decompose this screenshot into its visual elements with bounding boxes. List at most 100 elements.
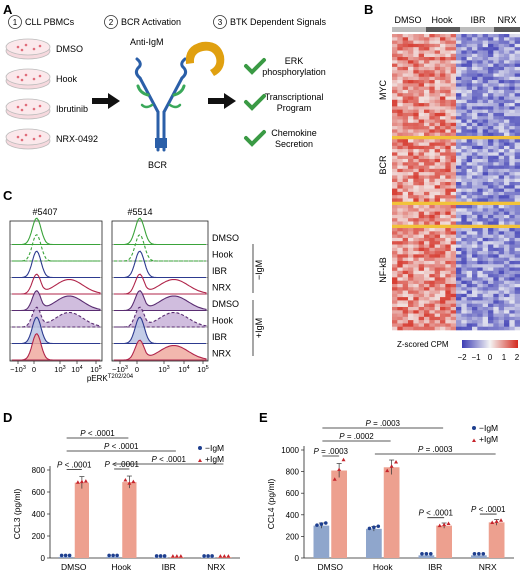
- heatmap-cell: [509, 310, 515, 314]
- heatmap-cell: [408, 283, 414, 288]
- heatmap-cell: [456, 37, 462, 41]
- heatmap-cell: [514, 306, 520, 311]
- p-value-label: P = .0003: [418, 445, 453, 454]
- heatmap-cell: [514, 89, 520, 94]
- heatmap-cell: [418, 274, 425, 278]
- heatmap-cell: [434, 83, 441, 87]
- heatmap-cell: [466, 251, 473, 255]
- heatmap-cell: [477, 195, 483, 199]
- heatmap-cell: [509, 228, 515, 232]
- heatmap-cell: [402, 198, 409, 203]
- heatmap-cell: [504, 251, 510, 255]
- heatmap-cell: [413, 70, 419, 74]
- heatmap-cell: [408, 280, 414, 285]
- histogram-row-label: NRX: [212, 283, 231, 293]
- heatmap-cell: [429, 280, 435, 285]
- heatmap-cell: [461, 280, 467, 285]
- heatmap-cell: [514, 155, 520, 160]
- heatmap-cell: [482, 126, 489, 130]
- heatmap-cell: [477, 70, 483, 74]
- heatmap-cell: [466, 195, 473, 199]
- heatmap-cell: [472, 316, 478, 321]
- heatmap-cell: [392, 116, 398, 120]
- heatmap-cell: [493, 303, 499, 308]
- heatmap-cell: [514, 241, 520, 245]
- heatmap-cell: [450, 211, 457, 216]
- heatmap-cell: [397, 73, 403, 78]
- heatmap-cell: [461, 73, 467, 78]
- heatmap-cell: [472, 129, 478, 133]
- heatmap-cell: [514, 310, 520, 314]
- heatmap-cell: [498, 247, 505, 252]
- heatmap-cell: [429, 231, 435, 235]
- heatmap-cell: [504, 303, 510, 308]
- heatmap-cell: [408, 80, 414, 84]
- heatmap-cell: [466, 53, 473, 58]
- heatmap-cell: [450, 103, 457, 107]
- heatmap-cell: [392, 53, 398, 58]
- heatmap-cell: [450, 86, 457, 91]
- heatmap-cell: [418, 313, 425, 318]
- heatmap-cell: [450, 306, 457, 311]
- heatmap-cell: [440, 323, 446, 328]
- heatmap-cell: [488, 306, 494, 311]
- group-label: Hook: [431, 15, 453, 25]
- heatmap-cell: [418, 178, 425, 183]
- heatmap-cell: [509, 132, 515, 137]
- heatmap-cell: [477, 198, 483, 203]
- heatmap-cell: [504, 191, 510, 196]
- heatmap-cell: [392, 260, 398, 265]
- heatmap-cell: [504, 178, 510, 183]
- heatmap-cell: [450, 43, 457, 48]
- heatmap-cell: [477, 310, 483, 314]
- step-3-header: 3 BTK Dependent Signals: [213, 15, 327, 29]
- heatmap-cell: [402, 162, 409, 166]
- histogram-curve: [114, 339, 207, 361]
- heatmap-cell: [445, 267, 451, 272]
- heatmap-cell: [477, 277, 483, 281]
- heatmap-cell: [482, 297, 489, 301]
- heatmap-cell: [397, 175, 403, 180]
- heatmap-cell: [424, 172, 430, 176]
- heatmap-cell: [413, 158, 419, 163]
- heatmap-cell: [509, 50, 515, 55]
- heatmap-cell: [482, 99, 489, 104]
- heatmap-cell: [408, 60, 414, 64]
- heatmap-cell: [482, 162, 489, 166]
- heatmap-cell: [440, 53, 446, 58]
- heatmap-cell: [424, 270, 430, 275]
- heatmap-cell: [424, 306, 430, 311]
- heatmap-cell: [434, 320, 441, 324]
- heatmap-cell: [397, 83, 403, 87]
- heatmap-cell: [493, 47, 499, 51]
- heatmap-cell: [402, 172, 409, 176]
- heatmap-cell: [493, 188, 499, 193]
- heatmap-cell: [402, 34, 409, 38]
- heatmap-cell: [434, 80, 441, 84]
- heatmap-cell: [440, 290, 446, 295]
- heatmap-cell: [477, 172, 483, 176]
- y-tick-label: 0: [41, 554, 46, 563]
- heatmap-cell: [397, 234, 403, 239]
- heatmap-cell: [498, 283, 505, 288]
- heatmap-cell: [413, 34, 419, 38]
- panel-d-letter: D: [3, 410, 12, 425]
- heatmap-cell: [445, 198, 451, 203]
- heatmap-cell: [493, 99, 499, 104]
- heatmap-cell: [456, 208, 462, 212]
- heatmap-cell: [418, 73, 425, 78]
- heatmap-cell: [498, 80, 505, 84]
- heatmap-cell: [450, 89, 457, 94]
- heatmap-cell: [440, 257, 446, 262]
- heatmap-cell: [461, 93, 467, 97]
- heatmap-cell: [413, 76, 419, 81]
- data-point: [79, 479, 84, 484]
- heatmap-cell: [429, 112, 435, 117]
- heatmap-cell: [418, 57, 425, 61]
- heatmap-cell: [402, 277, 409, 281]
- svg-text:Secretion: Secretion: [275, 139, 313, 149]
- heatmap-cell: [418, 326, 425, 331]
- heatmap-cell: [445, 254, 451, 258]
- heatmap-cell: [456, 326, 462, 331]
- heatmap-cell: [397, 182, 403, 186]
